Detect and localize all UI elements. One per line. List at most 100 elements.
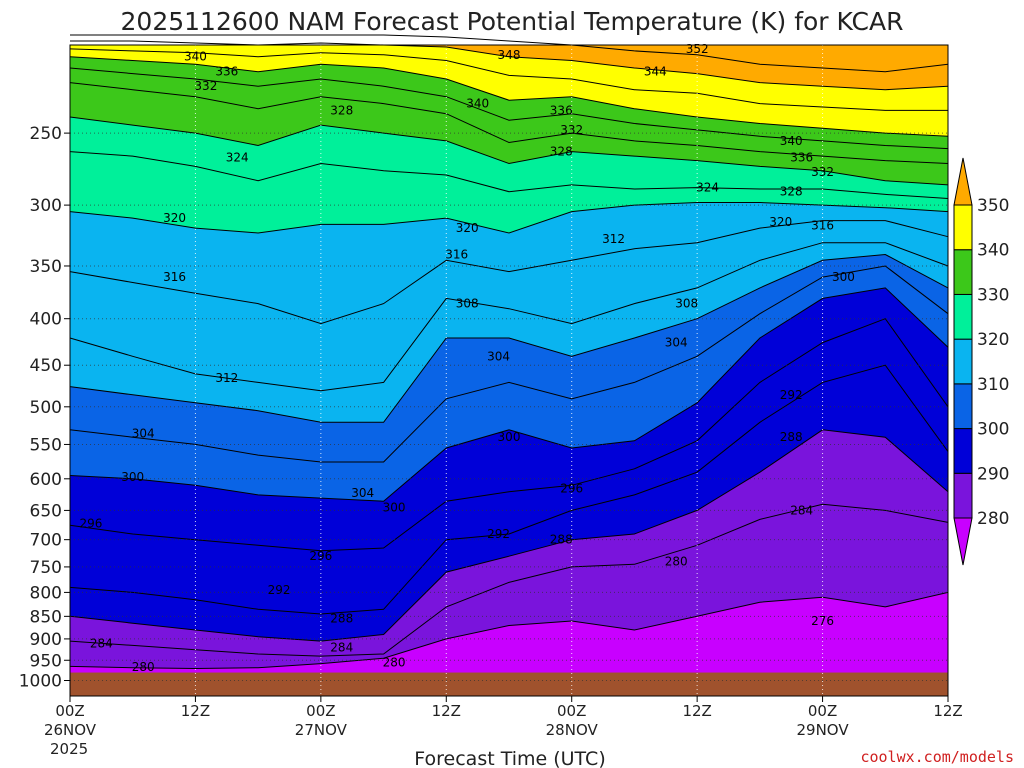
y-tick-label: 700 <box>30 531 62 551</box>
y-tick-label: 550 <box>30 435 62 455</box>
contour-line <box>69 591 949 670</box>
contour-label: 324 <box>696 181 719 195</box>
x-axis-title: Forecast Time (UTC) <box>414 748 605 768</box>
y-tick-label: 850 <box>30 607 62 627</box>
x-tick-label: 00Z <box>306 702 335 720</box>
colorbar-label: 350 <box>977 196 1009 216</box>
x-tick-label: 12Z <box>933 702 962 720</box>
contour-label: 292 <box>487 527 510 541</box>
contour-label: 280 <box>132 660 155 674</box>
contour-label: 304 <box>487 349 510 363</box>
colorbar: 280 290 300 310 320 330 340 350 <box>953 157 1009 566</box>
contour-line <box>69 48 948 111</box>
contour-label: 316 <box>445 248 468 262</box>
contour-line <box>69 287 949 502</box>
contour-line <box>69 364 949 615</box>
contour-label: 300 <box>383 500 406 514</box>
colorbar-segment <box>953 249 973 295</box>
contour-label: 312 <box>215 371 238 385</box>
contour-label: 320 <box>769 215 792 229</box>
colorbar-label: 290 <box>977 464 1009 484</box>
colorbar-segment <box>953 204 973 251</box>
y-tick-label: 750 <box>30 558 62 578</box>
contour-label: 288 <box>780 430 803 444</box>
x-tick-label: 28NOV <box>546 721 599 739</box>
contour-label: 280 <box>383 655 406 669</box>
colorbar-label: 310 <box>977 375 1009 395</box>
x-tick-label: 26NOV <box>44 721 97 739</box>
contour-label: 276 <box>811 614 834 628</box>
contour-line <box>70 34 949 73</box>
colorbar-label: 340 <box>977 241 1009 261</box>
contour-line <box>69 242 949 392</box>
contour-label: 292 <box>780 388 803 402</box>
x-tick-label: 00Z <box>55 702 84 720</box>
contour-line <box>69 56 949 137</box>
plot-frame <box>69 44 949 697</box>
contour-label: 316 <box>163 270 186 284</box>
contour-line <box>69 116 949 186</box>
x-tick-label: 12Z <box>682 702 711 720</box>
contour-label: 304 <box>351 486 374 500</box>
contour-labels: 3403363323283243203163123043002962922882… <box>79 42 854 674</box>
x-tick-label: 12Z <box>181 702 210 720</box>
contour-label: 280 <box>665 555 688 569</box>
contour-label: 308 <box>675 297 698 311</box>
y-tick-label: 650 <box>30 501 62 521</box>
colorbar-label: 280 <box>977 509 1009 529</box>
contour-line <box>69 82 949 164</box>
x-tick-label: 00Z <box>808 702 837 720</box>
contour-line <box>69 67 949 150</box>
contour-label: 336 <box>215 65 238 79</box>
contour-label: 300 <box>832 270 855 284</box>
colorbar-segment <box>953 383 973 430</box>
contour-label: 336 <box>790 151 813 165</box>
contour-label: 324 <box>226 151 249 165</box>
contour-label: 320 <box>456 221 479 235</box>
contour-label: 288 <box>330 612 353 626</box>
y-tick-label: 250 <box>30 124 62 144</box>
contour-label: 284 <box>790 503 813 517</box>
contour-line <box>69 265 949 463</box>
chart-title: 2025112600 NAM Forecast Potential Temper… <box>121 7 904 36</box>
x-tick-label: 00Z <box>557 702 586 720</box>
credit-link[interactable]: coolwx.com/models <box>860 748 1014 766</box>
colorbar-segment <box>953 338 973 385</box>
contour-line <box>69 318 949 552</box>
contour-lines <box>69 34 949 670</box>
band-fill <box>70 592 948 696</box>
y-tick-label: 450 <box>30 356 62 376</box>
contour-label: 308 <box>456 297 479 311</box>
contour-label: 328 <box>780 185 803 199</box>
contour-label: 328 <box>550 145 573 159</box>
contour-label: 304 <box>665 336 688 350</box>
contour-line <box>70 40 949 91</box>
contour-line <box>69 429 949 642</box>
contour-label: 352 <box>686 42 709 56</box>
contour-line <box>69 202 949 234</box>
contour-label: 296 <box>560 482 583 496</box>
y-tick-label: 500 <box>30 398 62 418</box>
colorbar-segment <box>953 293 973 340</box>
contour-label: 304 <box>132 427 155 441</box>
x-tick-label: 12Z <box>432 702 461 720</box>
y-tick-label: 800 <box>30 583 62 603</box>
contour-label: 320 <box>163 211 186 225</box>
colorbar-segment <box>953 472 973 519</box>
contour-label: 348 <box>498 48 521 62</box>
contour-label: 284 <box>330 641 353 655</box>
y-tick-label: 1000 <box>19 672 62 692</box>
contour-label: 340 <box>780 134 803 148</box>
contour-line <box>69 220 949 325</box>
plot-area: 3403363323283243203163123043002962922882… <box>69 34 949 697</box>
contour-label: 288 <box>550 533 573 547</box>
contour-label: 312 <box>602 232 625 246</box>
colorbar-label: 300 <box>977 420 1009 440</box>
x-tick-label: 27NOV <box>295 721 348 739</box>
contour-label: 336 <box>550 103 573 117</box>
y-tick-label: 600 <box>30 470 62 490</box>
contour-line <box>69 253 949 423</box>
contour-label: 296 <box>79 517 102 531</box>
y-axis: 250 300 350 400 450 500 550 600 650 700 750 800 850 9… <box>19 124 70 692</box>
